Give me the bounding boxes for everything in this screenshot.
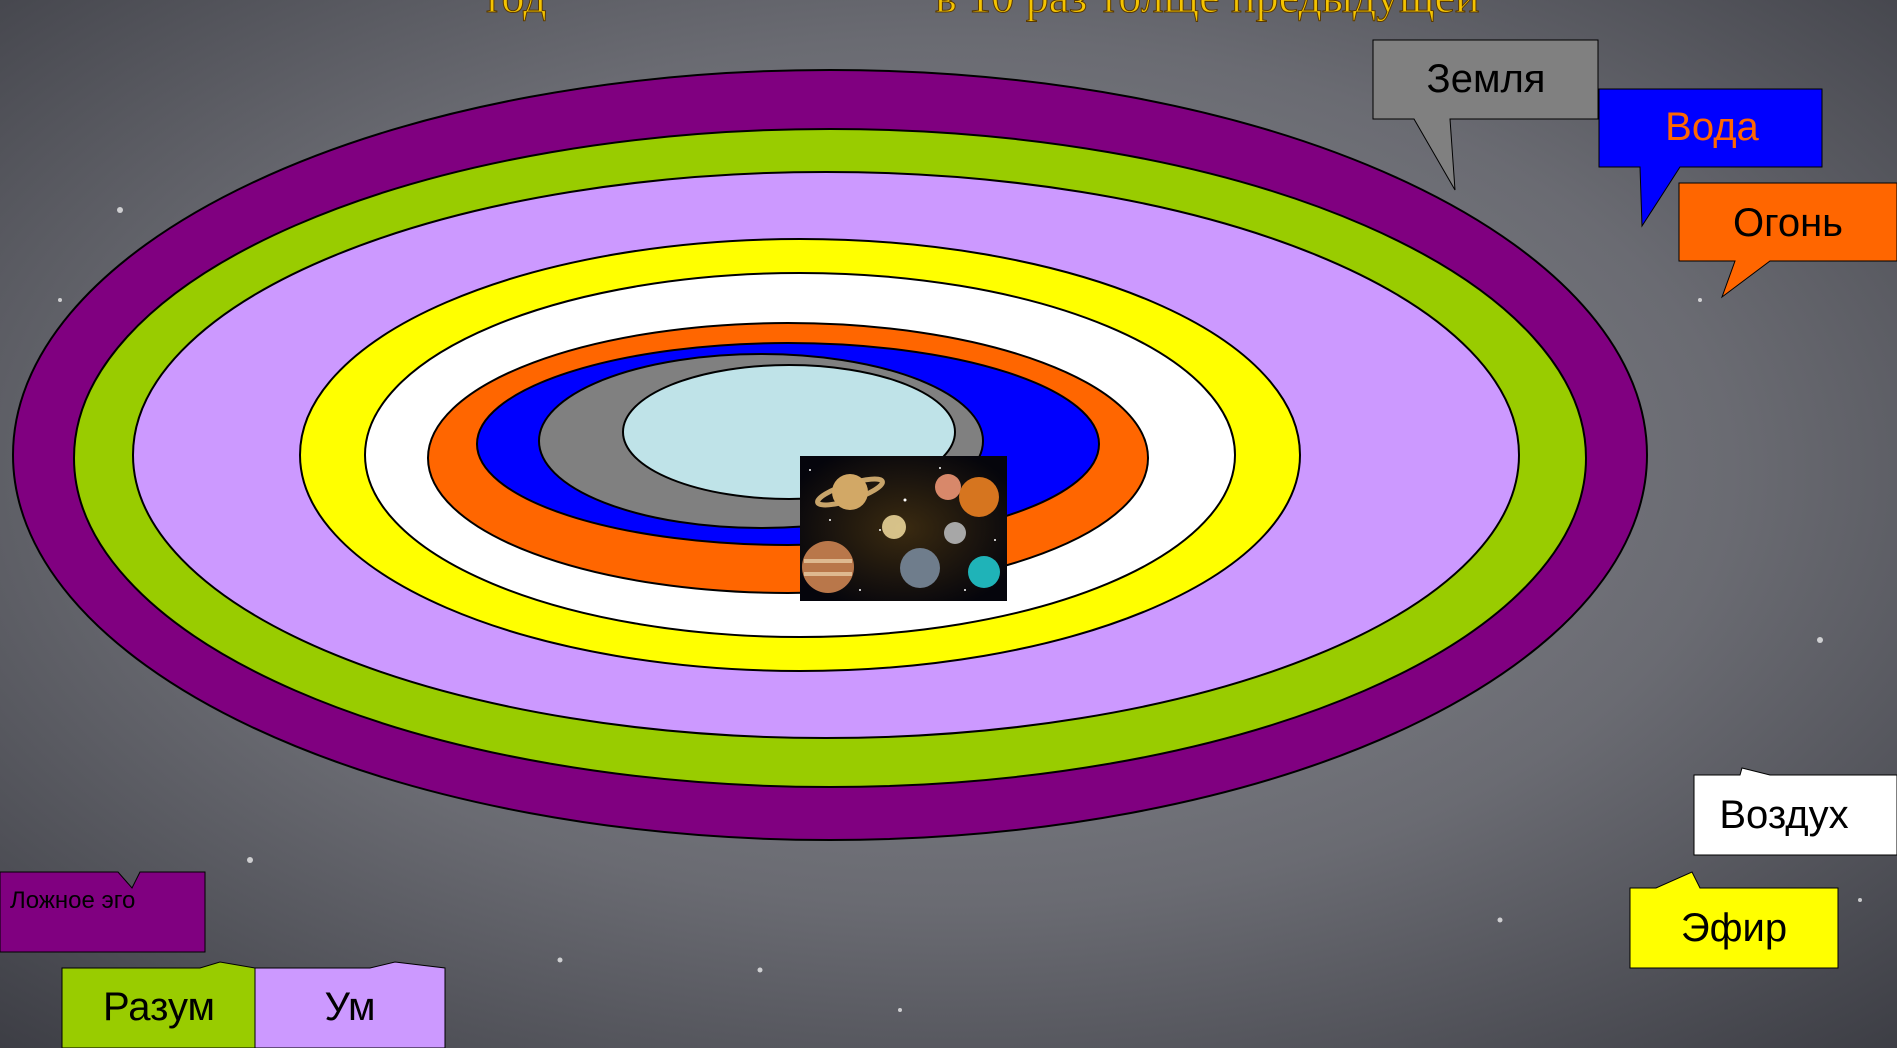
label-ether: Эфир [1681, 906, 1787, 950]
label-water: Вода [1665, 105, 1759, 149]
title-left-fragment: тод [482, 0, 547, 22]
callout-false-ego: Ложное эго [0, 871, 206, 953]
callout-fire: Огонь [1678, 182, 1897, 299]
callout-earth: Земля [1372, 39, 1599, 191]
planets-image [800, 456, 1007, 601]
callout-intellect: Разум [61, 961, 256, 1048]
label-false-ego: Ложное эго [10, 887, 135, 914]
callout-ether: Эфир [1629, 871, 1839, 969]
label-earth: Земля [1427, 57, 1546, 101]
title-right-fragment: в 10 раз толще предыдущей [935, 0, 1480, 22]
label-intellect: Разум [103, 985, 215, 1029]
label-air: Воздух [1719, 793, 1848, 837]
label-fire: Огонь [1733, 201, 1843, 245]
callout-mind: Ум [254, 961, 446, 1048]
label-mind: Ум [324, 985, 375, 1029]
callout-air: Воздух [1693, 767, 1897, 856]
callout-water: Вода [1598, 88, 1823, 228]
